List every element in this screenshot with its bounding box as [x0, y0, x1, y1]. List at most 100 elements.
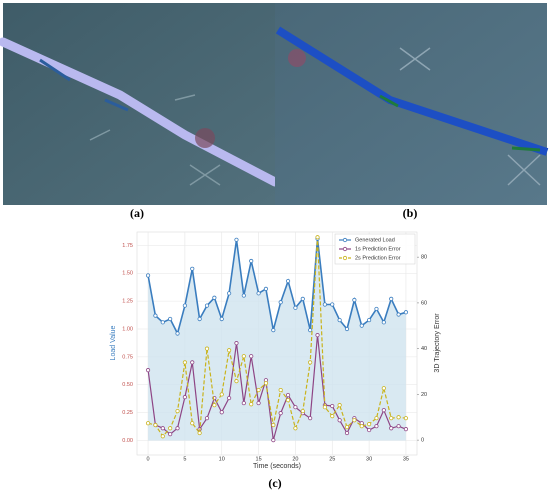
marker — [367, 317, 372, 323]
marker — [241, 400, 246, 406]
panel-label: (b) — [403, 206, 418, 220]
marker — [403, 310, 409, 315]
y2-tick-label: 80 — [421, 255, 427, 261]
y-tick-label: 0.75 — [122, 354, 133, 360]
x-tick-label: 15 — [256, 456, 262, 462]
marker — [278, 387, 283, 393]
marker — [168, 316, 173, 322]
marker — [315, 235, 320, 240]
marker — [182, 360, 187, 365]
marker — [330, 302, 335, 307]
legend-label: Generated Load — [355, 237, 395, 243]
marker — [190, 266, 195, 271]
marker — [389, 416, 394, 421]
image-a — [0, 3, 280, 205]
marker — [308, 360, 313, 365]
marker — [293, 405, 298, 410]
marker — [212, 403, 217, 408]
y2-tick-label: 60 — [421, 300, 427, 306]
y-tick-label: 1.25 — [122, 299, 133, 305]
marker — [204, 303, 210, 308]
marker — [337, 403, 342, 408]
marker — [182, 395, 187, 400]
y-tick-label: 1.50 — [122, 271, 133, 277]
panel-label: (a) — [130, 206, 144, 220]
marker — [396, 415, 401, 420]
marker — [227, 348, 232, 353]
marker — [241, 354, 246, 359]
marker — [175, 426, 180, 431]
marker — [197, 316, 202, 322]
y2-axis-label: 3D Trajectory Error — [434, 313, 441, 373]
marker — [381, 386, 386, 391]
x-tick-label: 30 — [366, 456, 372, 462]
marker — [249, 402, 254, 407]
marker — [315, 333, 320, 338]
marker — [330, 403, 335, 409]
marker — [227, 395, 232, 401]
marker — [212, 295, 217, 300]
marker — [145, 368, 151, 373]
y-tick-label: 1.75 — [122, 243, 133, 249]
marker — [374, 306, 379, 312]
marker — [271, 438, 276, 443]
marker — [160, 426, 165, 431]
x-tick-label: 20 — [292, 456, 298, 462]
x-tick-label: 5 — [183, 456, 186, 462]
image-b — [275, 3, 549, 205]
marker — [300, 296, 305, 301]
marker — [145, 273, 151, 278]
marker — [234, 379, 239, 384]
marker — [263, 286, 269, 291]
marker — [271, 422, 276, 428]
marker — [175, 408, 180, 414]
marker — [374, 416, 379, 421]
marker — [256, 387, 261, 393]
legend-marker — [342, 237, 348, 243]
marker — [145, 421, 151, 426]
y2-tick-label: 20 — [421, 392, 427, 398]
marker — [241, 293, 246, 298]
marker — [293, 426, 298, 431]
marker — [278, 411, 283, 416]
marker — [337, 418, 342, 423]
marker — [344, 424, 350, 430]
x-tick-label: 25 — [329, 456, 335, 462]
marker — [256, 400, 261, 406]
marker — [396, 312, 401, 317]
y-tick-label: 0.00 — [122, 438, 133, 444]
marker — [278, 300, 283, 305]
marker — [249, 258, 254, 264]
marker — [197, 430, 202, 436]
marker — [263, 381, 269, 386]
marker — [153, 313, 158, 318]
marker — [285, 278, 291, 284]
marker — [337, 317, 342, 323]
marker — [308, 328, 313, 333]
marker — [219, 410, 224, 415]
marker — [344, 326, 350, 332]
x-axis-label: Time (seconds) — [253, 463, 301, 470]
marker — [367, 422, 372, 427]
marker — [160, 320, 165, 325]
marker — [285, 392, 291, 398]
marker — [381, 320, 386, 325]
marker — [359, 424, 364, 429]
marker — [204, 416, 210, 421]
marker — [190, 421, 195, 426]
marker — [190, 360, 195, 365]
marker — [160, 434, 165, 439]
panel-label: (c) — [268, 476, 281, 490]
marker — [234, 237, 239, 242]
y2-tick-label: 0 — [421, 438, 424, 444]
marker — [352, 297, 357, 303]
marker — [403, 427, 409, 432]
legend-label: 1s Prediction Error — [355, 246, 401, 252]
area — [148, 238, 406, 441]
marker — [352, 418, 357, 423]
marker — [175, 331, 180, 336]
marker — [322, 302, 327, 307]
marker — [219, 316, 224, 322]
